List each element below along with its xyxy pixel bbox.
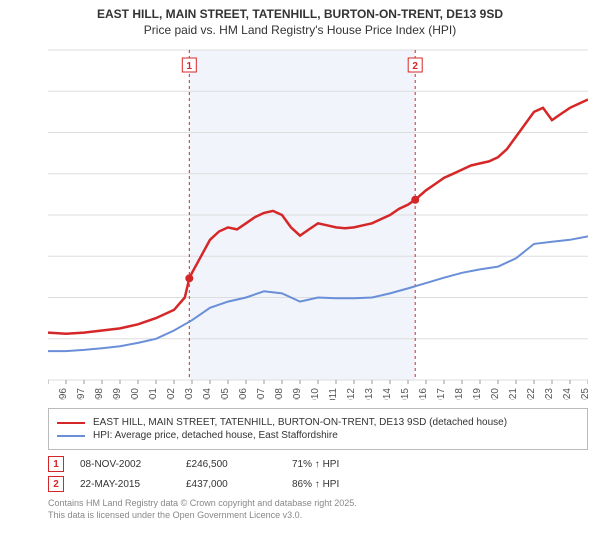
sale-delta-1: 71% ↑ HPI <box>292 459 382 470</box>
chart: £0£100K£200K£300K£400K£500K£600K£700K£80… <box>48 40 588 400</box>
xtick-label: 1999 <box>112 388 123 400</box>
sale-date-1: 08-NOV-2002 <box>80 459 170 470</box>
legend-row-hpi: HPI: Average price, detached house, East… <box>57 430 579 441</box>
footer-line2: This data is licensed under the Open Gov… <box>48 510 588 522</box>
legend-row-property: EAST HILL, MAIN STREET, TATENHILL, BURTO… <box>57 417 579 428</box>
sale-marker-1: 1 <box>48 456 64 472</box>
footer: Contains HM Land Registry data © Crown c… <box>48 498 588 521</box>
title-line1: EAST HILL, MAIN STREET, TATENHILL, BURTO… <box>10 6 590 22</box>
xtick-label: 2021 <box>508 388 519 400</box>
xtick-label: 1995 <box>48 388 51 400</box>
xtick-label: 2004 <box>202 388 213 400</box>
title-line2: Price paid vs. HM Land Registry's House … <box>10 22 590 38</box>
xtick-label: 2013 <box>364 388 375 400</box>
xtick-label: 2006 <box>238 388 249 400</box>
sale-price-2: £437,000 <box>186 479 276 490</box>
xtick-label: 2000 <box>130 388 141 400</box>
legend-label-hpi: HPI: Average price, detached house, East… <box>93 430 338 441</box>
xtick-label: 2010 <box>310 388 321 400</box>
xtick-label: 2001 <box>148 388 159 400</box>
marker-dot-1 <box>185 275 193 283</box>
xtick-label: 2024 <box>562 388 573 400</box>
legend-swatch-property <box>57 422 85 424</box>
marker-num-2: 2 <box>412 61 418 72</box>
xtick-label: 1998 <box>94 388 105 400</box>
xtick-label: 2009 <box>292 388 303 400</box>
xtick-label: 2020 <box>490 388 501 400</box>
xtick-label: 2005 <box>220 388 231 400</box>
xtick-label: 2002 <box>166 388 177 400</box>
xtick-label: 2016 <box>418 388 429 400</box>
sale-row-1: 1 08-NOV-2002 £246,500 71% ↑ HPI <box>48 456 588 472</box>
xtick-label: 2011 <box>328 388 339 400</box>
sale-row-2: 2 22-MAY-2015 £437,000 86% ↑ HPI <box>48 476 588 492</box>
xtick-label: 2008 <box>274 388 285 400</box>
sales-table: 1 08-NOV-2002 £246,500 71% ↑ HPI 2 22-MA… <box>48 456 588 492</box>
xtick-label: 2025 <box>580 388 588 400</box>
chart-title: EAST HILL, MAIN STREET, TATENHILL, BURTO… <box>0 0 600 40</box>
xtick-label: 1997 <box>76 388 87 400</box>
xtick-label: 2022 <box>526 388 537 400</box>
xtick-label: 2014 <box>382 388 393 400</box>
xtick-label: 2023 <box>544 388 555 400</box>
xtick-label: 2007 <box>256 388 267 400</box>
xtick-label: 1996 <box>58 388 69 400</box>
xtick-label: 2015 <box>400 388 411 400</box>
xtick-label: 2019 <box>472 388 483 400</box>
sale-marker-2: 2 <box>48 476 64 492</box>
xtick-label: 2018 <box>454 388 465 400</box>
sale-date-2: 22-MAY-2015 <box>80 479 170 490</box>
legend-swatch-hpi <box>57 435 85 437</box>
footer-line1: Contains HM Land Registry data © Crown c… <box>48 498 588 510</box>
chart-svg: £0£100K£200K£300K£400K£500K£600K£700K£80… <box>48 40 588 400</box>
xtick-label: 2003 <box>184 388 195 400</box>
marker-dot-2 <box>411 196 419 204</box>
xtick-label: 2012 <box>346 388 357 400</box>
sale-price-1: £246,500 <box>186 459 276 470</box>
xtick-label: 2017 <box>436 388 447 400</box>
legend: EAST HILL, MAIN STREET, TATENHILL, BURTO… <box>48 408 588 450</box>
marker-num-1: 1 <box>187 61 193 72</box>
sale-delta-2: 86% ↑ HPI <box>292 479 382 490</box>
legend-label-property: EAST HILL, MAIN STREET, TATENHILL, BURTO… <box>93 417 507 428</box>
